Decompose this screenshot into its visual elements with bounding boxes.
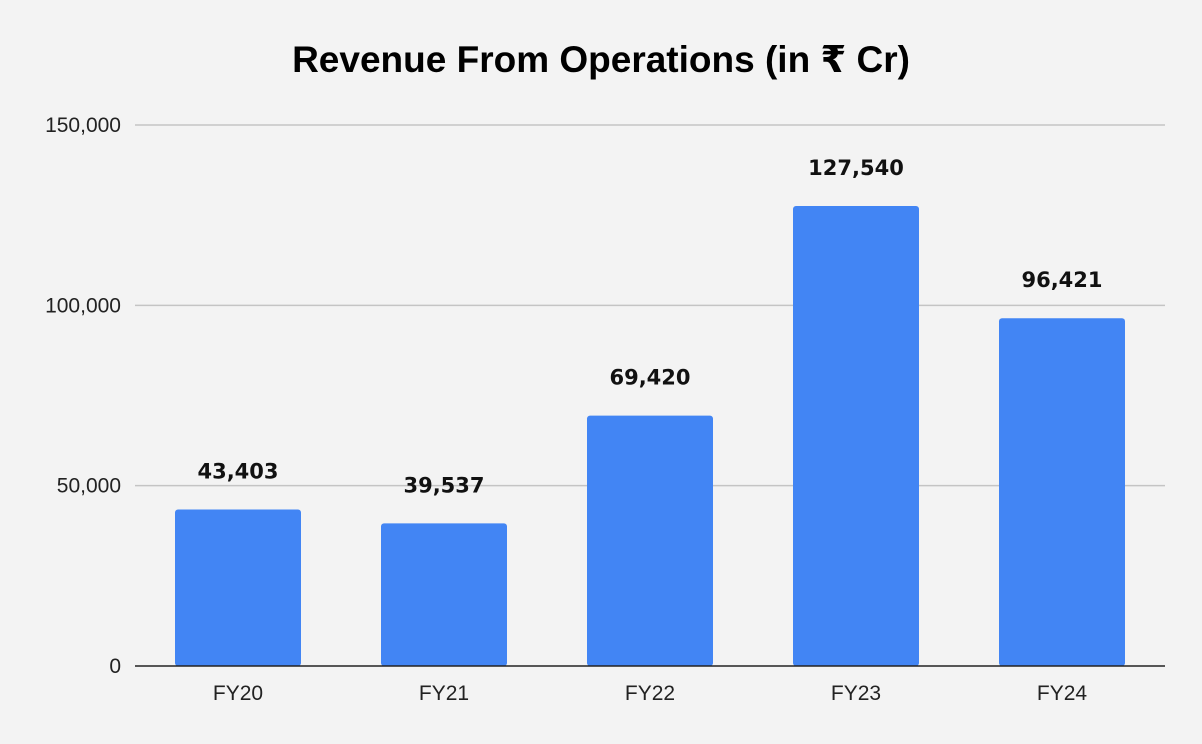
- y-tick-label: 0: [109, 655, 121, 678]
- bar: [381, 523, 507, 666]
- x-tick-label: FY20: [213, 682, 263, 705]
- data-label: 127,540: [808, 156, 904, 180]
- bar: [793, 206, 919, 666]
- x-tick-label: FY22: [625, 682, 675, 705]
- x-tick-label: FY23: [831, 682, 881, 705]
- y-tick-label: 50,000: [57, 475, 121, 498]
- x-tick-label: FY21: [419, 682, 469, 705]
- data-label: 69,420: [609, 366, 690, 390]
- bar: [175, 509, 301, 666]
- x-tick-label: FY24: [1037, 682, 1088, 705]
- bar: [587, 415, 713, 666]
- bar: [999, 318, 1125, 666]
- data-label: 43,403: [197, 459, 278, 483]
- chart-title: Revenue From Operations (in ₹ Cr): [292, 39, 910, 80]
- y-tick-label: 150,000: [45, 114, 121, 137]
- data-label: 96,421: [1021, 268, 1102, 292]
- y-tick-label: 100,000: [45, 294, 121, 317]
- data-label: 39,537: [403, 473, 484, 497]
